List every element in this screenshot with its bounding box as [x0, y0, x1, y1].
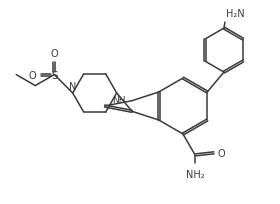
Text: H₂N: H₂N: [226, 9, 245, 19]
Text: NH₂: NH₂: [186, 169, 204, 179]
Text: O: O: [50, 48, 58, 58]
Text: S: S: [51, 70, 58, 80]
Text: O: O: [29, 70, 36, 80]
Text: N: N: [69, 82, 76, 92]
Text: NH: NH: [113, 96, 126, 105]
Text: O: O: [217, 148, 225, 158]
